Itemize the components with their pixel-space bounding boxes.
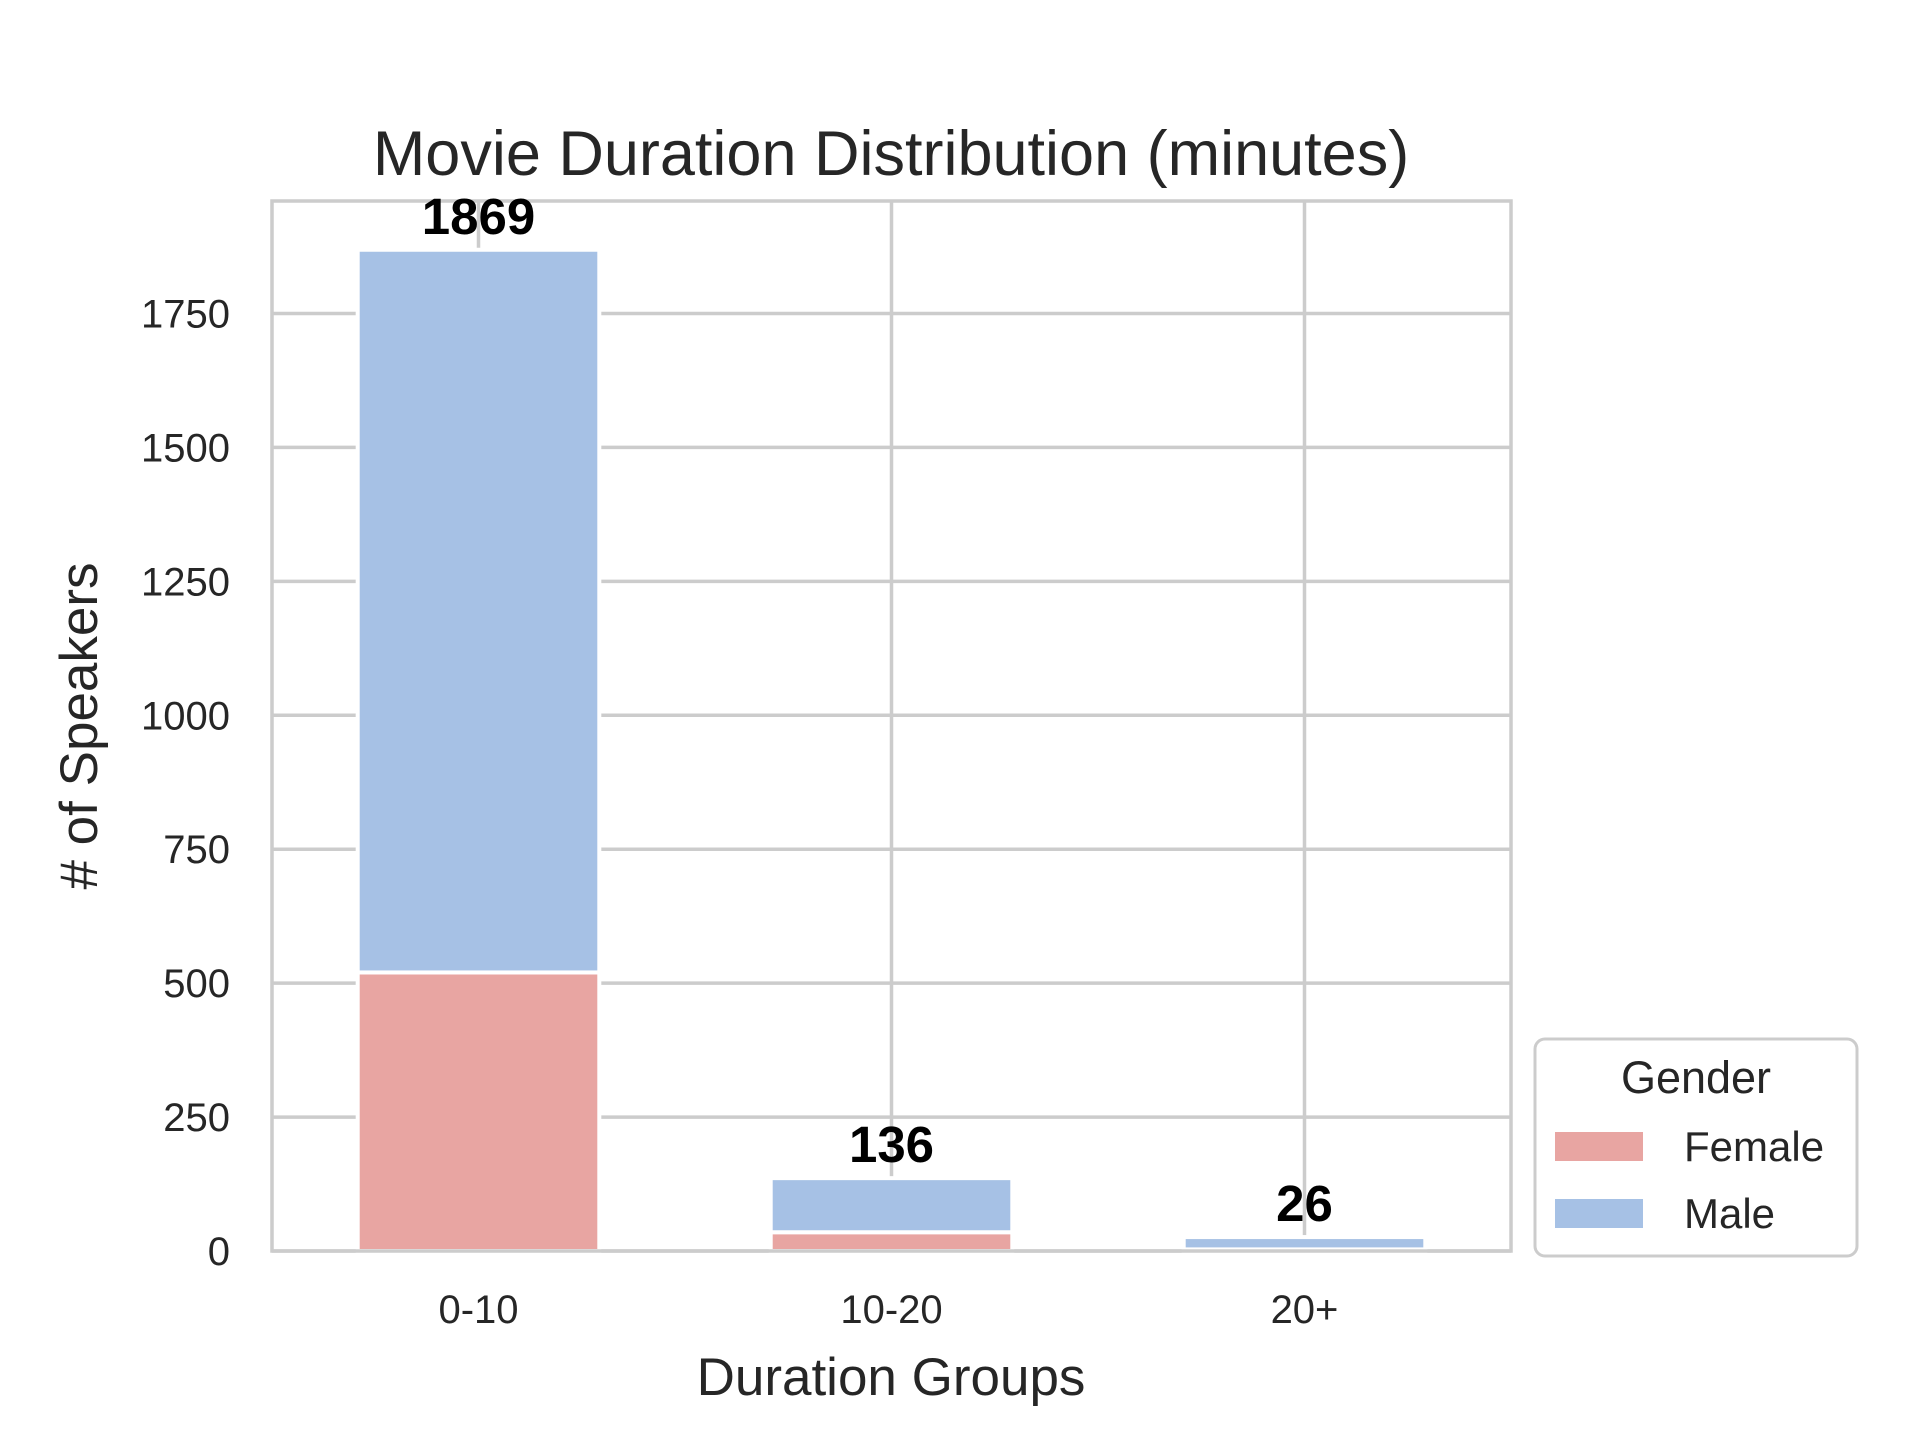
x-axis-label: Duration Groups (697, 1348, 1086, 1407)
y-tick-label: 1000 (141, 694, 230, 738)
bar-segment-female (768, 1230, 1015, 1253)
legend-label-male: Male (1684, 1190, 1775, 1237)
total-labels: 1869 136 26 (422, 188, 1333, 1232)
bar-segment-female (355, 970, 602, 1254)
bar-total-label: 26 (1276, 1175, 1333, 1232)
y-tick-label: 1750 (141, 293, 230, 337)
x-tick-label: 10-20 (840, 1288, 942, 1332)
legend: Gender Female Male (1533, 1037, 1859, 1258)
bar-segment-male (355, 247, 602, 975)
y-tick-label: 750 (163, 828, 230, 872)
y-tick-label: 500 (163, 962, 230, 1006)
legend-swatch-female (1555, 1132, 1643, 1161)
legend-swatch-male (1555, 1199, 1643, 1228)
y-tick-label: 1250 (141, 560, 230, 604)
y-axis-label: # of Speakers (50, 562, 109, 889)
bar-segment-male (768, 1176, 1015, 1235)
y-tick-label: 250 (163, 1096, 230, 1140)
x-tick-label: 0-10 (438, 1288, 518, 1332)
y-tick-label: 0 (208, 1230, 230, 1274)
legend-label-female: Female (1684, 1123, 1824, 1170)
y-tick-labels: 0 250 500 750 1000 1250 1500 1750 (141, 293, 230, 1275)
bar-total-label: 136 (849, 1116, 934, 1173)
x-tick-labels: 0-10 10-20 20+ (438, 1288, 1338, 1332)
x-tick-label: 20+ (1271, 1288, 1339, 1332)
bar-segment-male (1181, 1235, 1428, 1252)
y-tick-label: 1500 (141, 426, 230, 470)
plot-frame (270, 199, 1513, 1253)
bars (355, 247, 1428, 1254)
legend-title: Gender (1621, 1052, 1771, 1103)
bar-total-label: 1869 (422, 188, 535, 245)
chart-title: Movie Duration Distribution (minutes) (373, 119, 1409, 189)
